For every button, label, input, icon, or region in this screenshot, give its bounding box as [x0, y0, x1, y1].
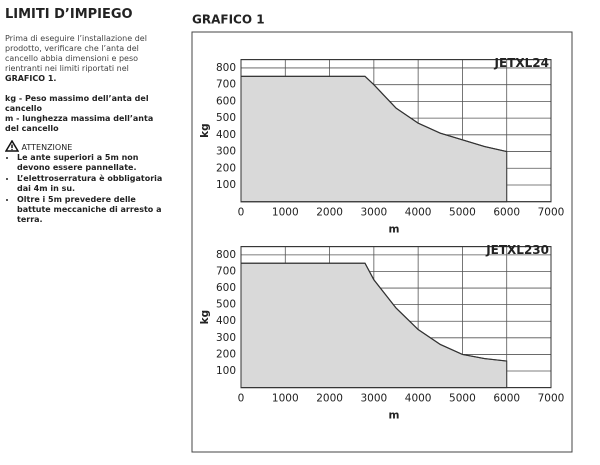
intro: Prima di eseguire l’installazione del pr…	[5, 34, 155, 84]
x-tick-label: 3000	[360, 393, 387, 405]
warning-item: Le ante superiori a 5m non devono essere…	[17, 153, 165, 173]
x-tick-label: 2000	[316, 207, 343, 219]
y-tick-label: 600	[216, 95, 236, 107]
x-tick-label: 4000	[405, 393, 432, 405]
y-tick-label: 300	[216, 332, 236, 344]
y-tick-label: 100	[216, 365, 236, 377]
chart-title: JETXL24	[494, 56, 549, 70]
x-tick-label: 7000	[538, 207, 565, 219]
y-tick-label: 800	[216, 62, 236, 74]
y-tick-label: 700	[216, 79, 236, 91]
intro-ref: GRAFICO 1.	[5, 74, 57, 83]
x-tick-label: 6000	[493, 207, 520, 219]
y-tick-label: 500	[216, 299, 236, 311]
x-tick-label: 5000	[449, 207, 476, 219]
y-axis-label: kg	[199, 123, 211, 138]
warning-item: Oltre i 5m prevedere delle battute mecca…	[17, 195, 165, 225]
y-tick-label: 100	[216, 179, 236, 191]
chart-title: JETXL230	[485, 243, 549, 257]
x-tick-label: 5000	[449, 393, 476, 405]
area-line	[241, 262, 507, 362]
x-tick-label: 1000	[272, 207, 299, 219]
intro-text: Prima di eseguire l’installazione del pr…	[5, 34, 147, 73]
y-axis-label: kg	[199, 310, 211, 325]
x-tick-label: 0	[238, 207, 245, 219]
x-tick-label: 2000	[316, 393, 343, 405]
y-tick-label: 200	[216, 348, 236, 360]
x-tick-label: 4000	[405, 207, 432, 219]
warning-head: ATTENZIONE	[4, 139, 165, 153]
y-tick-label: 200	[216, 162, 236, 174]
warning-list: Le ante superiori a 5m non devono essere…	[5, 153, 165, 225]
left-column: LIMITI D’IMPIEGO Prima di eseguire l’ins…	[4, 7, 165, 226]
y-tick-label: 400	[216, 315, 236, 327]
area-line	[241, 75, 507, 153]
x-tick-label: 1000	[272, 393, 299, 405]
figure-frame	[191, 31, 573, 453]
warning-item: L’elettroserratura è obbligatoria dai 4m…	[17, 174, 165, 194]
x-tick-label: 0	[238, 393, 245, 405]
x-tick-label: 6000	[493, 393, 520, 405]
figure-title: GRAFICO 1	[192, 13, 265, 27]
warning-title: ATTENZIONE	[21, 143, 73, 152]
x-axis-label: m	[389, 224, 400, 236]
plot-border	[240, 246, 552, 389]
title: LIMITI D’IMPIEGO	[5, 7, 133, 22]
warning-icon	[4, 139, 20, 152]
plot-border	[240, 59, 552, 203]
legend-kg: kg - Peso massimo dell’anta del cancello	[5, 94, 149, 113]
y-tick-label: 700	[216, 265, 236, 277]
y-tick-label: 800	[216, 249, 236, 261]
x-tick-label: 3000	[360, 207, 387, 219]
y-tick-label: 400	[216, 129, 236, 141]
x-tick-label: 7000	[538, 393, 565, 405]
legend-m: m - lunghezza massima dell’anta del canc…	[5, 114, 154, 133]
y-tick-label: 300	[216, 146, 236, 158]
y-tick-label: 500	[216, 112, 236, 124]
y-tick-label: 600	[216, 282, 236, 294]
x-axis-label: m	[389, 410, 400, 422]
